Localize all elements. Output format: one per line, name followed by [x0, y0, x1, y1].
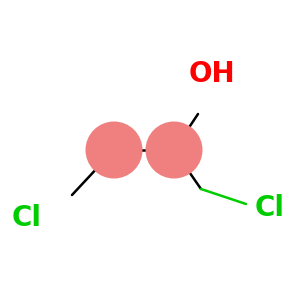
Text: OH: OH: [189, 59, 236, 88]
Text: Cl: Cl: [12, 203, 42, 232]
Text: Cl: Cl: [255, 194, 285, 223]
Circle shape: [146, 122, 202, 178]
Circle shape: [85, 122, 142, 178]
